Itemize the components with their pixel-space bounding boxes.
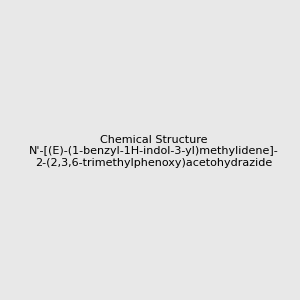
Text: Chemical Structure
N'-[(E)-(1-benzyl-1H-indol-3-yl)methylidene]-
2-(2,3,6-trimet: Chemical Structure N'-[(E)-(1-benzyl-1H-… bbox=[29, 135, 279, 168]
